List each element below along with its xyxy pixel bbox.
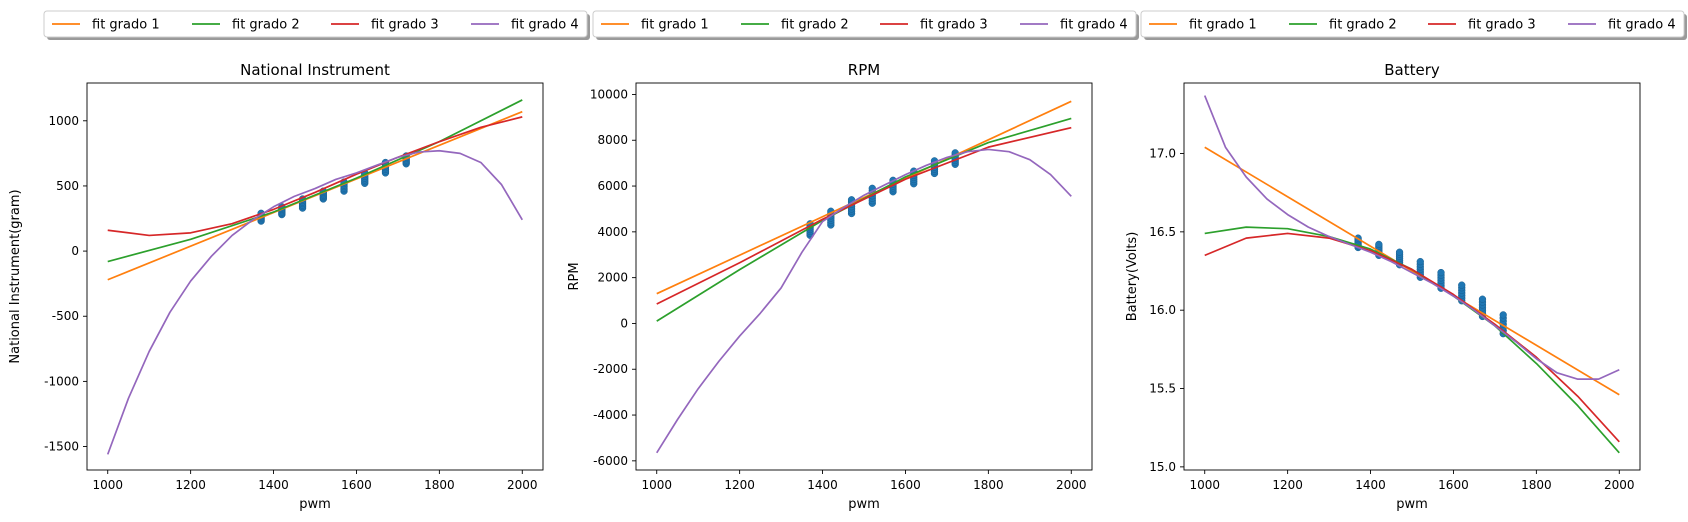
series-line-fit-grado-2 <box>1204 226 1620 454</box>
y-axis-label: National Instrument(gram) <box>8 189 23 363</box>
legend-box <box>43 10 588 38</box>
y-tick-label: 2000 <box>597 271 628 285</box>
x-tick-label: 1800 <box>1521 478 1552 492</box>
legend-entry: fit grado 1 <box>641 18 709 33</box>
y-tick-label: 10000 <box>590 87 628 101</box>
chart-title: RPM <box>848 61 880 79</box>
legend-entry: fit grado 3 <box>1468 18 1536 33</box>
legend-box <box>1140 10 1685 38</box>
y-tick-label: 15.5 <box>1149 382 1176 396</box>
y-tick-label: -6000 <box>593 454 628 468</box>
x-tick-label: 1600 <box>341 478 372 492</box>
chart-title: National Instrument <box>240 61 390 79</box>
y-tick-label: -1000 <box>44 374 79 388</box>
chart-title: Battery <box>1384 61 1440 79</box>
legend-entry: fit grado 2 <box>232 18 300 33</box>
x-tick-label: 2000 <box>1604 478 1635 492</box>
y-axis-label: RPM <box>567 262 582 290</box>
legend-entry: fit grado 1 <box>1189 18 1257 33</box>
series-line-fit-grado-4 <box>106 149 524 455</box>
series-line-fit-grado-3 <box>107 116 523 237</box>
y-tick-label: -2000 <box>593 362 628 376</box>
x-tick-label: 1800 <box>424 478 455 492</box>
legend-entry: fit grado 3 <box>920 18 988 33</box>
x-tick-label: 1200 <box>175 478 206 492</box>
series-line-fit-grado-3 <box>656 126 1072 305</box>
series-line-fit-grado-3 <box>1204 232 1620 443</box>
y-axis-label: Battery(Volts) <box>1125 232 1140 322</box>
scatter-point <box>1437 268 1445 277</box>
series-line-fit-grado-1 <box>656 100 1072 295</box>
scatter-point <box>1478 295 1487 303</box>
scatter-point <box>1395 248 1404 256</box>
y-tick-label: 17.0 <box>1149 147 1176 161</box>
x-tick-label: 1000 <box>641 478 672 492</box>
x-tick-label: 2000 <box>507 478 538 492</box>
legend-entry: fit grado 4 <box>511 18 579 33</box>
x-tick-label: 1200 <box>1272 478 1303 492</box>
y-tick-label: 15.0 <box>1149 460 1176 474</box>
x-tick-label: 2000 <box>1056 478 1087 492</box>
y-tick-label: 16.5 <box>1149 225 1176 239</box>
y-tick-label: 16.0 <box>1149 303 1176 317</box>
chart-2: Battery 1000 1200 1400 1600 1800 2000 15.0 15.5 1… <box>1125 10 1687 512</box>
x-axis-label: pwm <box>299 497 331 512</box>
legend: fit grado 1 fit grado 2 fit grado 3 fit gra… <box>43 10 590 40</box>
series-line-fit-grado-2 <box>107 99 523 263</box>
chart-0: National Instrument 1000 1200 1400 1600 1800 2… <box>8 10 590 512</box>
scatter-point <box>1416 257 1424 266</box>
scatter-point <box>1499 311 1507 319</box>
x-tick-label: 1000 <box>92 478 123 492</box>
x-tick-label: 1400 <box>807 478 838 492</box>
y-tick-label: 1000 <box>48 114 79 128</box>
x-tick-label: 1000 <box>1189 478 1220 492</box>
series-line-fit-grado-2 <box>656 117 1072 322</box>
axes-frame <box>86 82 544 471</box>
y-tick-label: 8000 <box>597 133 628 147</box>
y-tick-label: 0 <box>71 244 79 258</box>
x-tick-label: 1600 <box>1438 478 1469 492</box>
plot-area <box>106 99 524 455</box>
x-tick-label: 1200 <box>724 478 755 492</box>
scatter-point <box>1375 240 1383 249</box>
x-tick-label: 1600 <box>890 478 921 492</box>
legend-entry: fit grado 2 <box>1329 18 1397 33</box>
series-line-fit-grado-4 <box>1203 95 1620 380</box>
chart-1: RPM 1000 1200 1400 1600 1800 2000 -6000 -4000 -20… <box>567 10 1139 512</box>
plot-area <box>1203 95 1620 454</box>
legend: fit grado 1 fit grado 2 fit grado 3 fit gra… <box>1140 10 1687 40</box>
x-axis-label: pwm <box>1396 497 1428 512</box>
y-tick-label: -500 <box>52 309 79 323</box>
series-line-fit-grado-4 <box>656 148 1072 454</box>
y-tick-label: -1500 <box>44 440 79 454</box>
legend-entry: fit grado 1 <box>92 18 160 33</box>
x-axis-label: pwm <box>848 497 880 512</box>
y-tick-label: 4000 <box>597 225 628 239</box>
axes-frame <box>635 82 1093 471</box>
legend-box <box>592 10 1137 38</box>
y-tick-label: 500 <box>56 179 79 193</box>
y-tick-label: 6000 <box>597 179 628 193</box>
legend-entry: fit grado 3 <box>371 18 439 33</box>
scatter-point <box>1458 281 1466 289</box>
x-tick-label: 1400 <box>1355 478 1386 492</box>
axes-frame <box>1183 82 1641 471</box>
legend-entry: fit grado 4 <box>1608 18 1676 33</box>
legend-entry: fit grado 4 <box>1060 18 1128 33</box>
legend: fit grado 1 fit grado 2 fit grado 3 fit gra… <box>592 10 1139 40</box>
x-tick-label: 1400 <box>258 478 289 492</box>
legend-entry: fit grado 2 <box>781 18 849 33</box>
y-tick-label: 0 <box>620 316 628 330</box>
series-line-fit-grado-1 <box>1204 146 1620 396</box>
y-tick-label: -4000 <box>593 408 628 422</box>
plot-area <box>656 100 1072 454</box>
x-tick-label: 1800 <box>973 478 1004 492</box>
